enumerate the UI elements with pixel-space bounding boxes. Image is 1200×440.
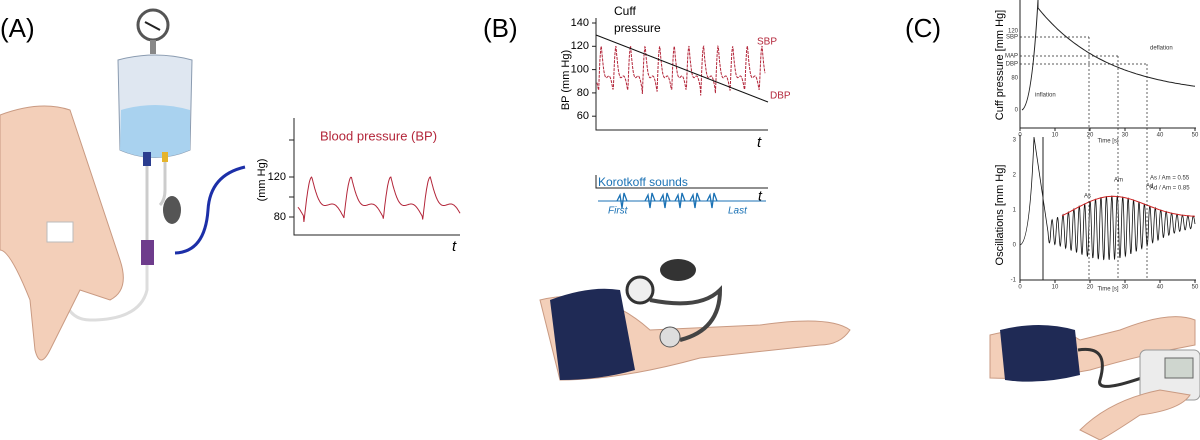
y-tick-label: 140 xyxy=(571,17,589,29)
cuff-line xyxy=(595,34,769,103)
envelope xyxy=(1061,195,1196,217)
cuff-illustration xyxy=(539,259,851,381)
y-tick-label: 80 xyxy=(274,211,286,223)
y-tick-label: 120 xyxy=(268,171,286,183)
y-tick-label: MAP xyxy=(1005,54,1018,60)
axis xyxy=(595,175,768,189)
y-tick-label: 120 xyxy=(571,40,589,52)
x-axis-label: t xyxy=(452,238,457,255)
annotation: First xyxy=(608,206,629,217)
oscillation xyxy=(1019,136,1196,261)
x-tick-label: 40 xyxy=(1157,133,1164,139)
x-tick-label: 30 xyxy=(1122,133,1129,139)
y-tick-label: 60 xyxy=(577,110,589,122)
y-tick-label: 120 xyxy=(1008,29,1019,35)
y-tick-label: 100 xyxy=(571,64,589,76)
y-tick-label: 2 xyxy=(1013,173,1017,179)
y-axis-label: (mm Hg) xyxy=(256,159,268,202)
y-tick-label: DBP xyxy=(1006,62,1018,68)
x-axis-label: Time [s] xyxy=(1097,139,1118,145)
y-tick-label: 0 xyxy=(1015,108,1019,114)
x-axis-label: Time [s] xyxy=(1097,287,1118,293)
y-tick-label: 80 xyxy=(1011,76,1018,82)
annotation: DBP xyxy=(770,91,791,102)
y-tick-label: 1 xyxy=(1013,208,1017,214)
annotation: Am xyxy=(1114,178,1123,184)
annotation: Korotkoff sounds xyxy=(598,175,688,189)
y-axis-label: BP (mm Hg) xyxy=(560,50,572,110)
annotation: deflation xyxy=(1150,46,1173,52)
x-tick-label: 0 xyxy=(1018,285,1022,291)
monitor-illustration xyxy=(989,316,1200,440)
annotation: SBP xyxy=(757,37,777,48)
annotation: Ad xyxy=(1146,184,1153,190)
bp-wave xyxy=(297,176,461,222)
x-axis-label: t xyxy=(758,188,763,204)
x-tick-label: 10 xyxy=(1052,133,1059,139)
axis xyxy=(293,118,460,236)
y-axis-label: Cuff pressure [mm Hg] xyxy=(994,10,1006,120)
annotation: Ad / Am = 0.85 xyxy=(1150,186,1190,192)
panel-label: (A) xyxy=(0,13,35,43)
annotation: Last xyxy=(728,206,748,217)
chart-title: Blood pressure (BP) xyxy=(320,128,437,143)
x-tick-label: 40 xyxy=(1157,285,1164,291)
panel-label: (B) xyxy=(483,13,518,43)
x-tick-label: 0 xyxy=(1018,133,1022,139)
x-tick-label: 10 xyxy=(1052,285,1059,291)
x-tick-label: 50 xyxy=(1192,133,1199,139)
x-tick-label: 50 xyxy=(1192,285,1199,291)
x-axis-label: t xyxy=(757,134,762,151)
cuff-curve xyxy=(1021,0,1196,111)
annotation: pressure xyxy=(614,21,661,35)
x-tick-label: 20 xyxy=(1087,285,1094,291)
annotation: Cuff xyxy=(614,4,636,18)
annotation: As / Am = 0.55 xyxy=(1150,176,1190,182)
y-tick-label: 3 xyxy=(1013,138,1017,144)
annotation: inflation xyxy=(1035,93,1056,99)
sound-wave xyxy=(616,192,718,209)
axis xyxy=(595,18,768,131)
guides xyxy=(1020,36,1148,280)
y-tick-label: -1 xyxy=(1011,278,1017,284)
iv-illustration xyxy=(0,8,246,361)
bp-wave xyxy=(596,44,766,96)
x-tick-label: 20 xyxy=(1087,133,1094,139)
panel-label: (C) xyxy=(905,13,941,43)
y-tick-label: SBP xyxy=(1006,35,1018,41)
y-axis-label: Oscillations [mm Hg] xyxy=(994,165,1006,266)
x-tick-label: 30 xyxy=(1122,285,1129,291)
y-tick-label: 80 xyxy=(577,87,589,99)
annotation: As xyxy=(1084,194,1091,200)
y-tick-label: 0 xyxy=(1013,243,1017,249)
axis xyxy=(1019,135,1196,281)
